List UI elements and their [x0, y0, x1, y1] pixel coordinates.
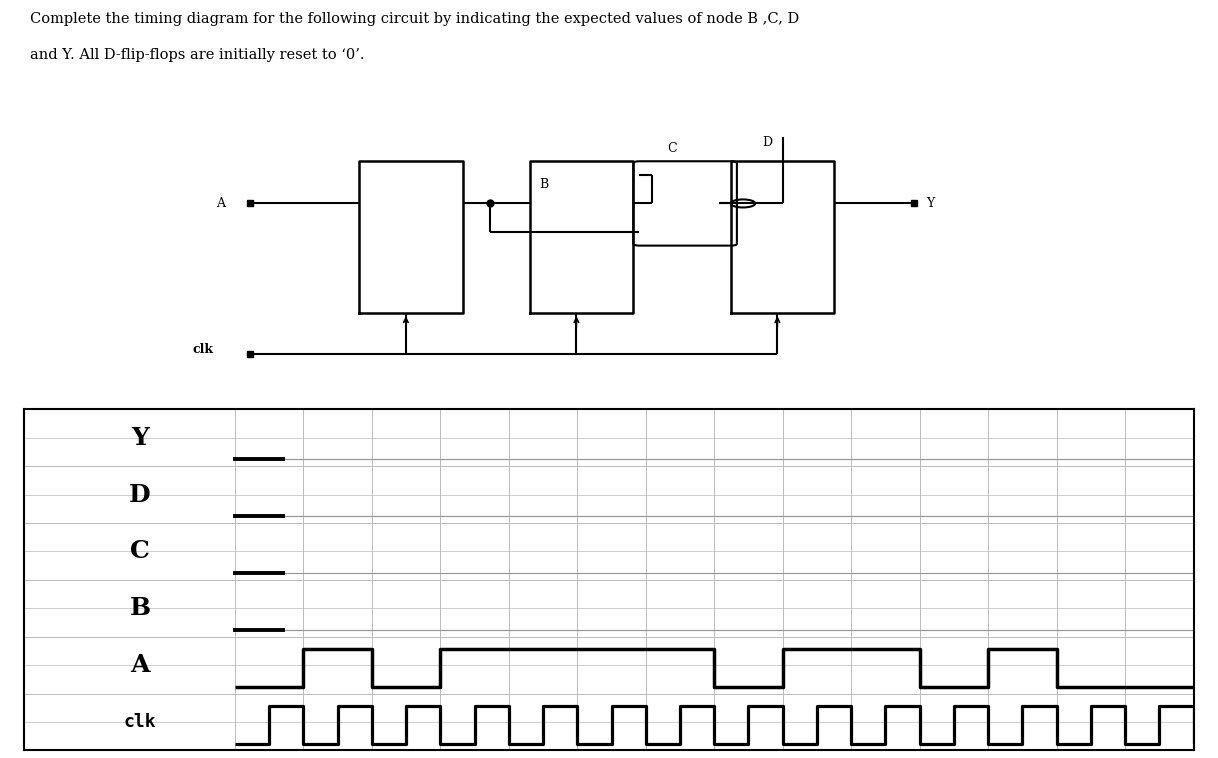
Text: A: A — [217, 197, 225, 210]
Text: B: B — [540, 178, 549, 191]
Text: D: D — [762, 136, 772, 149]
Text: Y: Y — [926, 197, 934, 210]
Text: A: A — [130, 653, 150, 677]
Text: clk: clk — [124, 713, 156, 731]
Text: B: B — [129, 597, 151, 620]
Text: Y: Y — [132, 426, 149, 449]
Text: C: C — [667, 143, 676, 155]
Text: D: D — [129, 483, 151, 506]
Text: clk: clk — [192, 343, 213, 356]
Text: and Y. All D-flip-flops are initially reset to ‘0’.: and Y. All D-flip-flops are initially re… — [30, 49, 365, 62]
Text: Complete the timing diagram for the following circuit by indicating the expected: Complete the timing diagram for the foll… — [30, 12, 800, 26]
Text: C: C — [130, 540, 150, 563]
